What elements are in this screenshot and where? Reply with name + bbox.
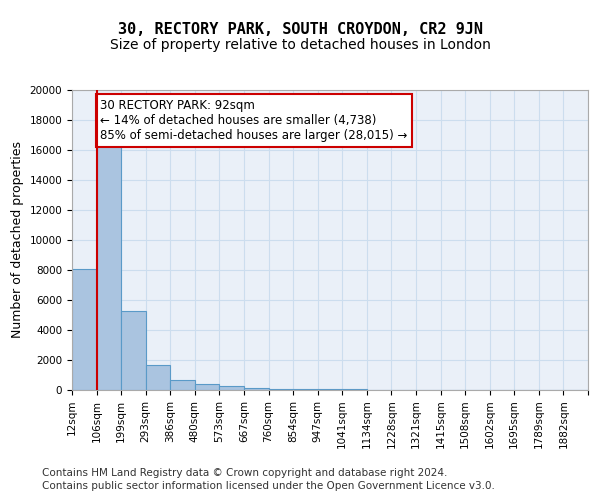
Bar	[72, 268, 97, 390]
Text: 30 RECTORY PARK: 92sqm
← 14% of detached houses are smaller (4,738)
85% of semi-: 30 RECTORY PARK: 92sqm ← 14% of detached…	[100, 99, 407, 142]
Bar	[195, 384, 220, 390]
Bar	[220, 386, 244, 390]
Y-axis label: Number of detached properties: Number of detached properties	[11, 142, 24, 338]
Bar	[318, 389, 342, 390]
Bar	[269, 388, 293, 390]
Bar	[97, 138, 121, 390]
Text: 30, RECTORY PARK, SOUTH CROYDON, CR2 9JN: 30, RECTORY PARK, SOUTH CROYDON, CR2 9JN	[118, 22, 482, 38]
Bar	[293, 389, 318, 390]
Text: Size of property relative to detached houses in London: Size of property relative to detached ho…	[110, 38, 490, 52]
Bar	[244, 388, 269, 390]
Text: Contains public sector information licensed under the Open Government Licence v3: Contains public sector information licen…	[42, 481, 495, 491]
Bar	[146, 364, 170, 390]
Text: Contains HM Land Registry data © Crown copyright and database right 2024.: Contains HM Land Registry data © Crown c…	[42, 468, 448, 477]
Bar	[121, 310, 146, 390]
Bar	[170, 380, 195, 390]
